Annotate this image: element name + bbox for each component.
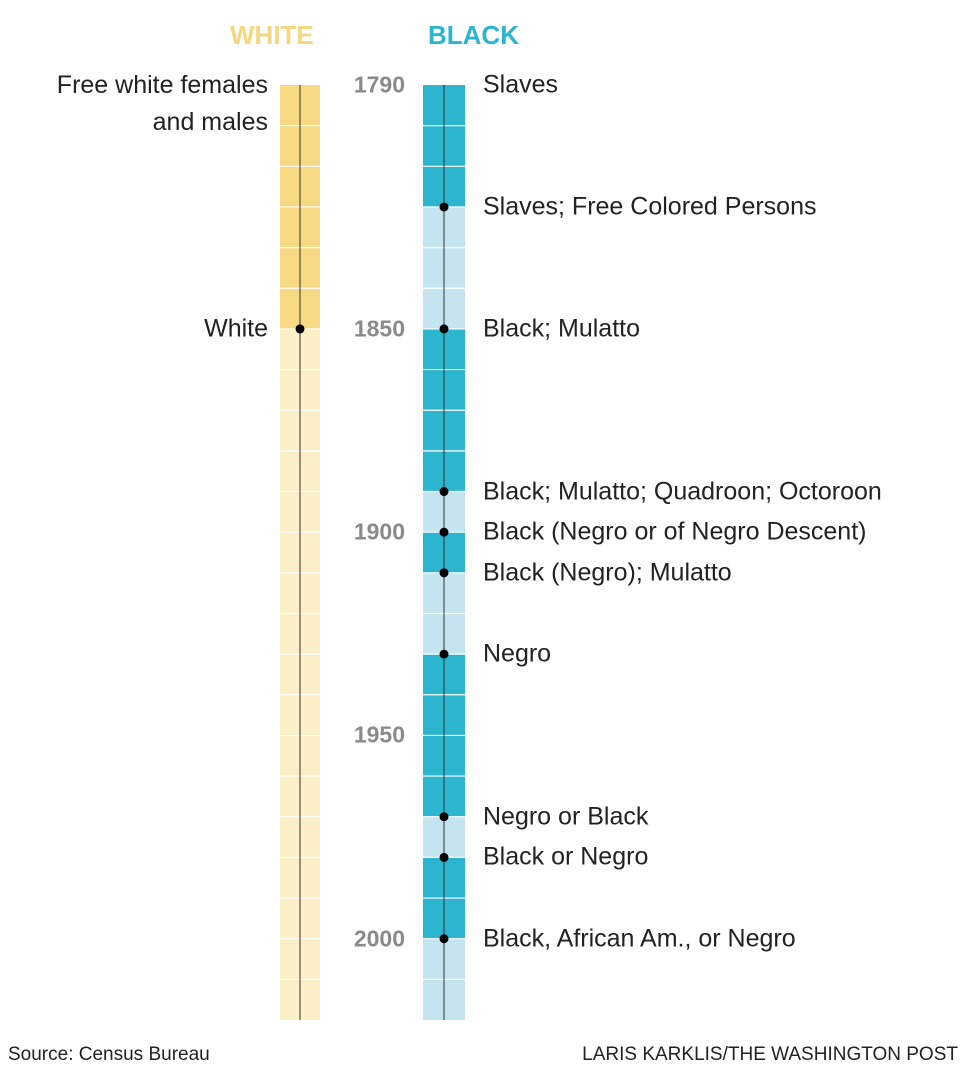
black-label: Black (Negro or of Negro Descent) [483, 517, 867, 546]
black-label: Black or Negro [483, 842, 649, 871]
dot [439, 852, 449, 862]
white-label: White [204, 314, 268, 343]
dot [439, 487, 449, 497]
black-header: BLACK [428, 20, 519, 50]
year-label: 1850 [353, 315, 405, 342]
source: Source: Census Bureau [8, 1044, 210, 1065]
dot [439, 568, 449, 578]
white-label: Free white females and males [56, 71, 268, 136]
year-label: 1790 [353, 71, 405, 98]
year-label: 1950 [353, 721, 405, 748]
black-label: Negro [483, 639, 552, 668]
black-label: Negro or Black [483, 802, 649, 831]
dot [439, 527, 449, 537]
year-label: 1900 [353, 518, 405, 545]
black-label: Black, African Am., or Negro [483, 924, 796, 953]
white-header: WHITE [230, 20, 314, 50]
dot [439, 202, 449, 212]
year-label: 2000 [353, 925, 405, 952]
dot [439, 649, 449, 659]
black-label: Black (Negro); Mulatto [483, 558, 732, 587]
black-label: Black; Mulatto [483, 314, 641, 343]
dot [439, 934, 449, 944]
black-label: Slaves [483, 70, 559, 99]
dot [439, 812, 449, 822]
dot [439, 324, 449, 334]
black-label: Slaves; Free Colored Persons [483, 192, 817, 221]
black-label: Black; Mulatto; Quadroon; Octoroon [483, 477, 882, 506]
credit: LARIS KARKLIS/THE WASHINGTON POST [582, 1044, 958, 1065]
dot [295, 324, 305, 334]
